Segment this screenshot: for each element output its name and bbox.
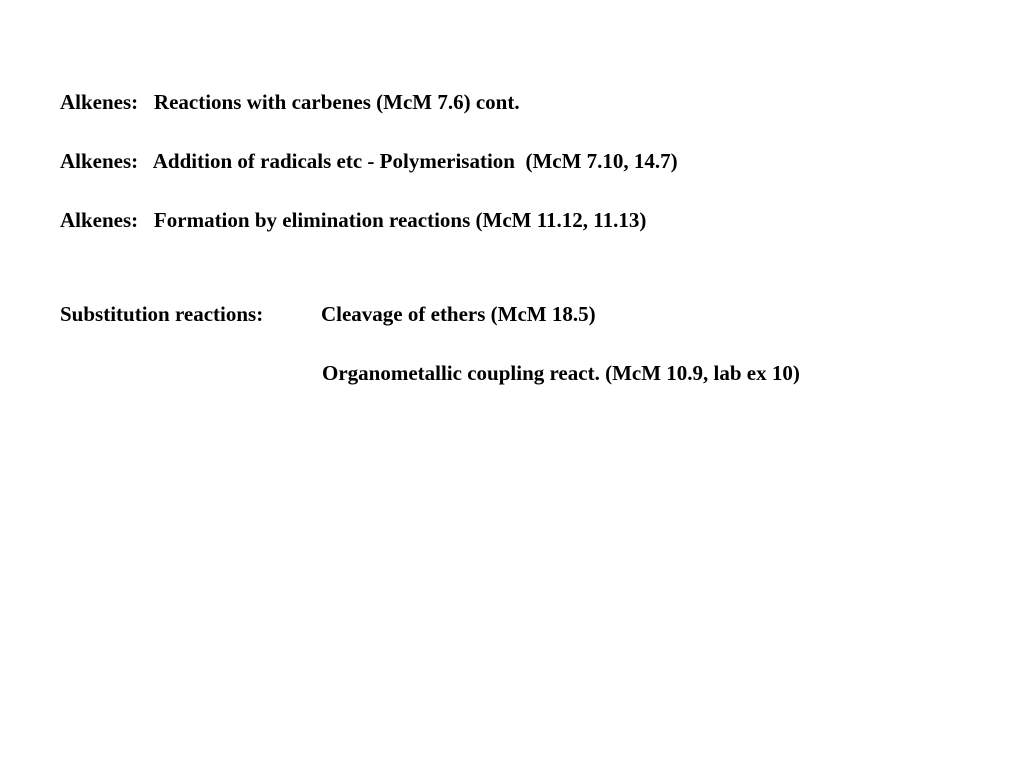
topic-label: Alkenes: [60, 149, 138, 173]
topic-label: Substitution reactions: [60, 302, 263, 326]
outline-line-1: Alkenes: Reactions with carbenes (McM 7.… [60, 90, 964, 115]
topic-text: Organometallic coupling react. (McM 10.9… [322, 361, 800, 385]
topic-text: Cleavage of ethers (McM 18.5) [321, 302, 596, 326]
outline-line-3: Alkenes: Formation by elimination reacti… [60, 208, 964, 233]
topic-text: Reactions with carbenes (McM 7.6) cont. [154, 90, 520, 114]
topic-label: Alkenes: [60, 208, 138, 232]
outline-line-5: Organometallic coupling react. (McM 10.9… [60, 361, 964, 386]
outline-line-2: Alkenes: Addition of radicals etc - Poly… [60, 149, 964, 174]
outline-line-4: Substitution reactions: Cleavage of ethe… [60, 302, 964, 327]
topic-label: Alkenes: [60, 90, 138, 114]
topic-text: Formation by elimination reactions (McM … [154, 208, 646, 232]
topic-text: Addition of radicals etc - Polymerisatio… [153, 149, 678, 173]
